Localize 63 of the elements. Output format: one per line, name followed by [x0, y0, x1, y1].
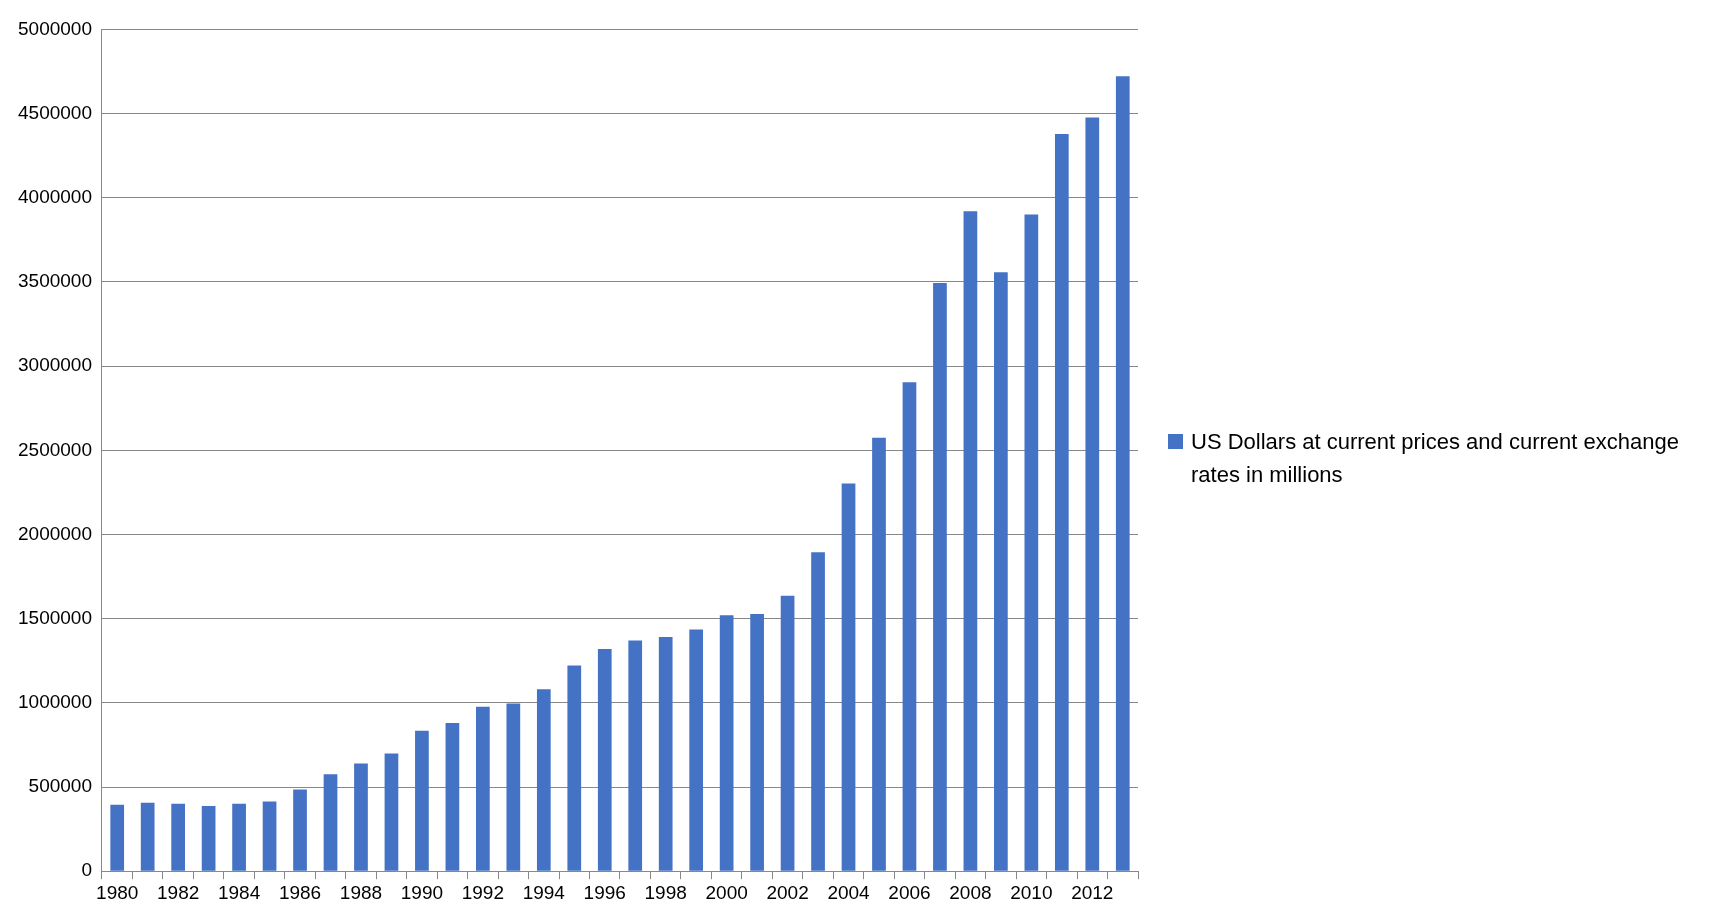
- y-tick-label: 0: [81, 859, 92, 881]
- y-tick-label: 1000000: [18, 691, 92, 713]
- y-tick-label: 500000: [28, 775, 92, 797]
- x-tick-label: 1984: [217, 881, 261, 903]
- bar: [597, 648, 612, 871]
- bar: [171, 803, 185, 871]
- y-tick-label: 1500000: [18, 606, 92, 628]
- bar: [476, 706, 490, 871]
- bar: [689, 629, 704, 871]
- x-tick-label: 1988: [339, 881, 383, 903]
- bar: [323, 774, 338, 871]
- x-tick-label: 1996: [583, 881, 626, 903]
- bar: [719, 615, 734, 871]
- bar: [445, 723, 460, 871]
- bar: [933, 283, 947, 871]
- bar: [841, 483, 856, 871]
- bar: [902, 382, 917, 871]
- x-tick-label: 1986: [278, 881, 322, 903]
- bar: [506, 703, 521, 871]
- bar: [1024, 214, 1039, 871]
- bar: [354, 763, 368, 871]
- bar: [963, 211, 978, 871]
- bar: [872, 437, 886, 871]
- bar: [384, 753, 399, 871]
- bar: [1085, 117, 1100, 871]
- bar: [567, 665, 582, 871]
- bar: [536, 689, 551, 871]
- y-tick-label: 3500000: [18, 270, 92, 292]
- y-tick-label: 2500000: [18, 438, 92, 460]
- bar: [201, 805, 216, 871]
- bar: [293, 789, 307, 871]
- x-tick-label: 1994: [522, 881, 566, 903]
- bar: [780, 595, 795, 871]
- bar: [415, 730, 429, 871]
- x-tick-label: 2000: [705, 881, 748, 903]
- y-tick-label: 3000000: [18, 354, 92, 376]
- x-tick-label: 2012: [1071, 881, 1114, 903]
- x-tick-label: 2006: [888, 881, 931, 903]
- bar: [1054, 133, 1069, 871]
- bar: [658, 637, 673, 871]
- x-tick-label: 1980: [96, 881, 139, 903]
- x-tick-label: 1992: [461, 881, 504, 903]
- y-tick-label: 4500000: [18, 101, 92, 123]
- bar: [232, 803, 246, 871]
- bar: [811, 552, 825, 871]
- x-tick-label: 2008: [949, 881, 992, 903]
- x-tick-label: 2002: [766, 881, 809, 903]
- y-tick-label: 4000000: [18, 185, 92, 207]
- bar: [628, 640, 643, 871]
- x-tick-label: 2010: [1010, 881, 1053, 903]
- x-tick-label: 2004: [827, 881, 871, 903]
- x-tick-label: 1982: [157, 881, 200, 903]
- bar: [110, 804, 125, 871]
- bar: [1115, 76, 1130, 871]
- x-tick-label: 1998: [644, 881, 687, 903]
- bar: [750, 614, 764, 871]
- bar: [262, 801, 277, 871]
- y-tick-label: 5000000: [18, 17, 92, 39]
- x-tick-label: 1990: [400, 881, 444, 903]
- y-tick-label: 2000000: [18, 522, 92, 544]
- bar: [140, 802, 155, 871]
- legend-label: US Dollars at current prices and current exchange rates in millions: [1191, 428, 1680, 489]
- bar: [994, 272, 1008, 871]
